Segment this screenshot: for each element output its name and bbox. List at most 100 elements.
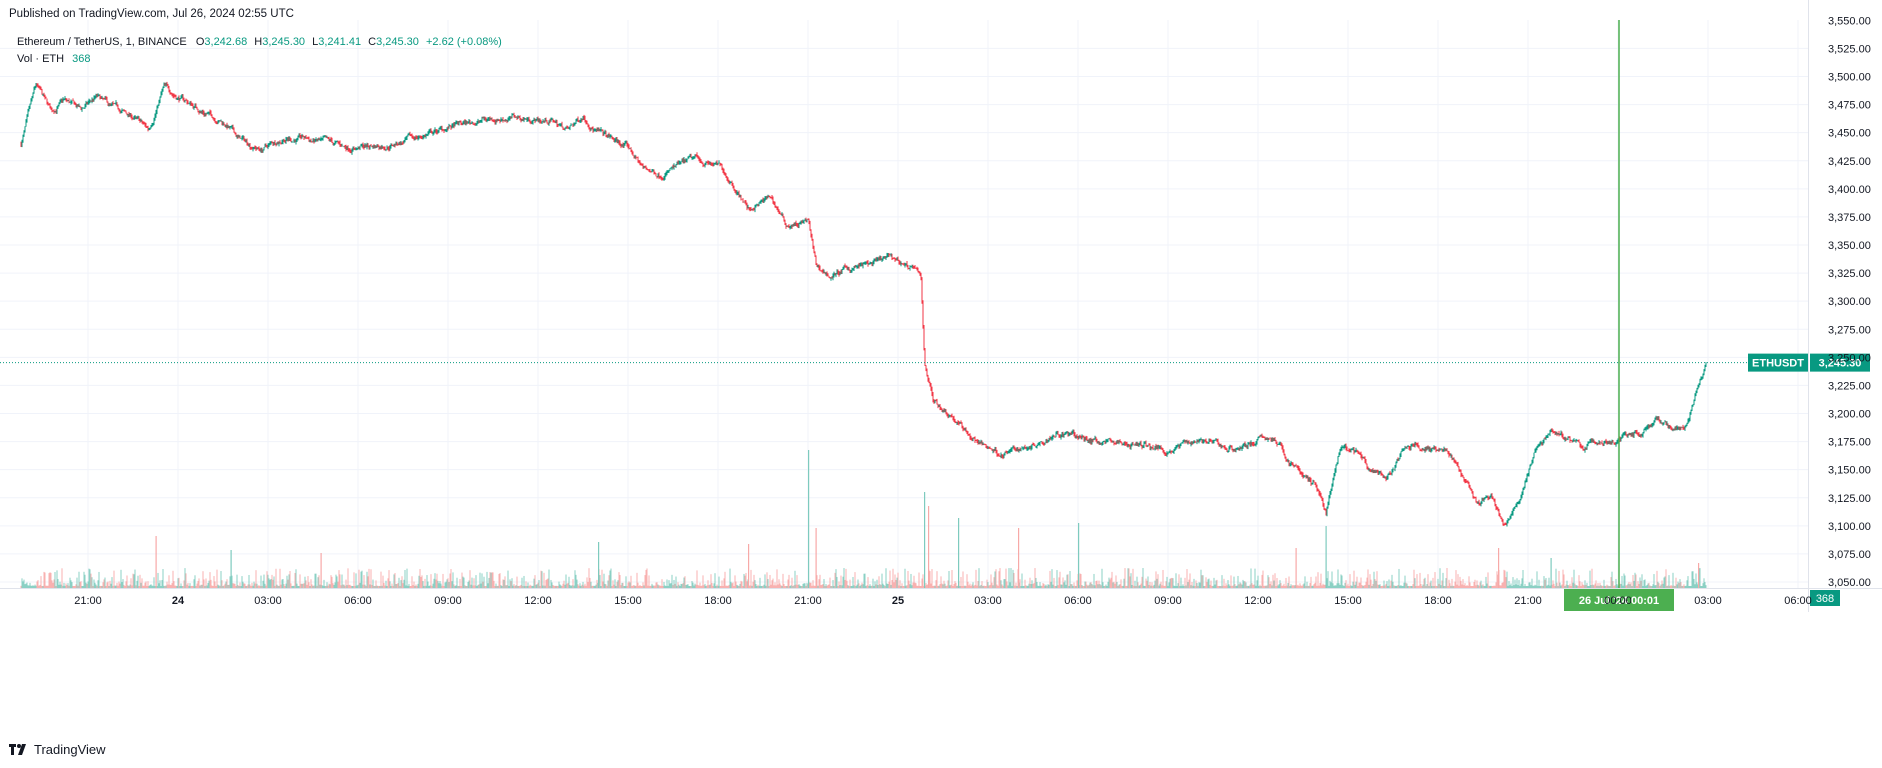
volume-bar	[1096, 580, 1098, 588]
volume-bar	[754, 580, 756, 588]
volume-bar	[345, 579, 347, 588]
volume-bar	[961, 585, 963, 588]
volume-bar	[1563, 574, 1565, 588]
volume-bar	[250, 585, 252, 588]
volume-bar	[223, 585, 225, 588]
volume-bar	[88, 568, 90, 588]
volume-bar	[1571, 577, 1573, 588]
volume-bar	[1195, 580, 1197, 588]
volume-bar	[1019, 579, 1021, 588]
volume-bar	[1227, 580, 1229, 588]
volume-bar	[1590, 585, 1592, 588]
volume-bar	[310, 579, 312, 588]
volume-bar	[857, 579, 859, 588]
volume-bar	[418, 575, 420, 588]
volume-bar	[184, 568, 186, 588]
candles	[20, 81, 1707, 527]
volume-bar	[1653, 574, 1655, 588]
volume-bar	[587, 581, 589, 588]
time-tick-label: 00:00	[1604, 595, 1632, 607]
volume-bar	[980, 584, 982, 588]
volume-bar	[691, 581, 693, 588]
volume-bar	[1557, 585, 1559, 588]
volume-bar	[201, 584, 203, 588]
time-axis: 21:00 24 03:00 06:00 09:00 12:00 15:00 18:00 21:…	[0, 588, 1882, 607]
volume-bar	[1042, 583, 1044, 588]
volume-bar	[1130, 573, 1132, 588]
volume-bar	[908, 580, 910, 588]
time-tick-label: 21:00	[1514, 595, 1542, 607]
volume-bar	[1162, 569, 1164, 588]
volume-bar	[680, 583, 682, 588]
volume-bar	[456, 577, 458, 588]
volume-bar	[116, 582, 118, 588]
volume-bar	[1067, 574, 1069, 588]
price-tick-label: 3,150.00	[1828, 465, 1871, 477]
volume-bar	[387, 578, 389, 588]
volume-bar	[377, 585, 379, 588]
volume-bar	[1302, 584, 1304, 588]
volume-bar	[1639, 577, 1641, 588]
volume-bar	[1348, 585, 1350, 588]
volume-bar	[844, 579, 846, 588]
volume-bar	[542, 585, 544, 588]
volume-bar	[878, 576, 880, 588]
current-price-label-bg	[1810, 353, 1870, 372]
volume-bar	[190, 585, 192, 588]
volume-bar	[722, 585, 724, 588]
volume-bar	[1692, 571, 1694, 588]
volume-bar	[1271, 585, 1273, 588]
volume-bar	[946, 585, 948, 588]
volume-bar	[69, 577, 71, 588]
brand[interactable]: TradingView	[9, 742, 106, 757]
volume-bar	[1487, 572, 1489, 588]
volume-bar	[1684, 585, 1686, 588]
volume-bar	[954, 581, 956, 588]
volume-bar	[1544, 579, 1546, 588]
volume-bar	[1304, 576, 1306, 588]
volume-bar	[1226, 585, 1228, 588]
time-tick-label: 12:00	[1244, 595, 1272, 607]
volume-bar	[398, 577, 400, 588]
volume-bar	[1538, 579, 1540, 588]
volume-bar	[1098, 580, 1100, 588]
volume-bar	[1252, 584, 1254, 588]
volume-bar	[1112, 582, 1114, 588]
volume-bar	[561, 585, 563, 588]
volume-bar	[1609, 585, 1611, 588]
volume-bar	[1546, 585, 1548, 588]
volume-bar	[272, 579, 274, 588]
volume-bar	[509, 579, 511, 588]
volume-bar	[1501, 582, 1503, 588]
volume-bar	[529, 584, 531, 588]
volume-bar	[1632, 575, 1634, 588]
volume-bar	[1007, 585, 1009, 588]
volume-bar	[98, 571, 100, 588]
volume-bar	[710, 574, 712, 588]
volume-bar	[983, 585, 985, 588]
volume-bar	[757, 584, 759, 588]
volume-bar	[23, 579, 25, 588]
volume-bar	[989, 584, 991, 588]
volume-bar	[1064, 580, 1066, 588]
volume-bar	[1383, 580, 1385, 588]
volume-bar	[882, 583, 884, 588]
volume-bar	[1091, 583, 1093, 588]
volume-bar	[1029, 577, 1031, 588]
volume-bar	[343, 584, 345, 588]
volume-bar	[1405, 582, 1407, 588]
volume-bar	[843, 568, 845, 588]
volume-bar	[910, 573, 912, 588]
volume-bar	[1221, 575, 1223, 588]
volume-bar	[1088, 584, 1090, 588]
volume-bar	[1444, 585, 1446, 588]
volume-bar	[991, 582, 993, 588]
volume-bar	[745, 572, 747, 588]
volume-bar	[1131, 584, 1133, 588]
volume-bar	[1467, 585, 1469, 588]
volume-bar	[1107, 581, 1109, 588]
volume-bar	[1394, 585, 1396, 588]
volume-bar	[643, 585, 645, 588]
volume-bar	[854, 572, 856, 588]
